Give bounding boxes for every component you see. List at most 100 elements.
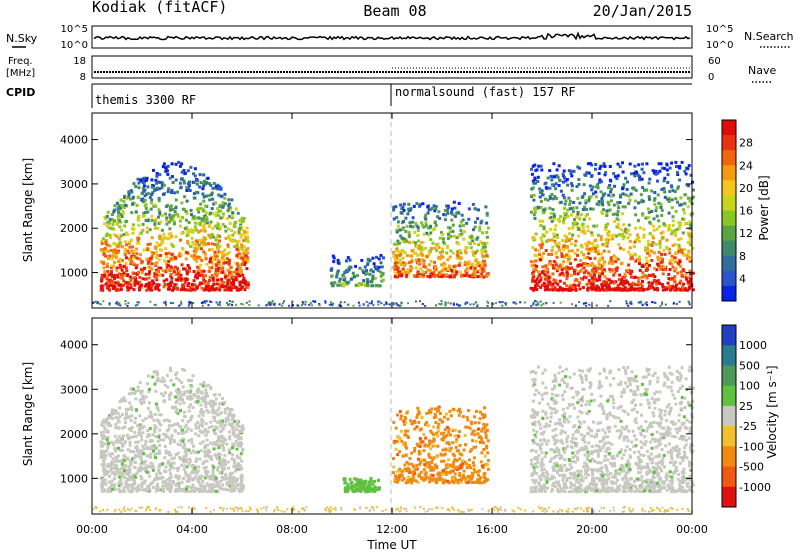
echo-cell	[245, 226, 249, 230]
noise-cell	[476, 303, 479, 306]
echo-cell	[143, 284, 147, 288]
echo-cell	[572, 283, 576, 287]
echo-cell	[127, 489, 131, 493]
echo-cell	[427, 233, 431, 237]
echo-cell	[155, 406, 159, 410]
echo-cell	[127, 437, 131, 441]
echo-cell	[163, 479, 167, 483]
echo-cell	[195, 260, 199, 264]
echo-cell	[589, 207, 593, 211]
echo-cell	[630, 255, 634, 259]
echo-cell	[200, 258, 204, 262]
echo-cell	[359, 480, 363, 484]
echo-cell	[139, 465, 143, 469]
echo-cell	[424, 271, 428, 274]
echo-cell	[168, 215, 172, 219]
echo-cell	[164, 169, 168, 173]
echo-cell	[118, 415, 122, 419]
echo-cell	[137, 389, 141, 392]
echo-cell	[132, 288, 136, 292]
echo-cell	[162, 432, 166, 436]
echo-cell	[201, 399, 205, 403]
noise-cell	[304, 303, 307, 306]
echo-cell	[532, 193, 536, 197]
echo-cell	[661, 268, 665, 272]
echo-cell	[671, 219, 675, 223]
echo-cell	[333, 281, 337, 285]
echo-cell	[172, 461, 176, 465]
echo-cell	[124, 266, 128, 270]
echo-cell	[460, 213, 464, 217]
echo-cell	[110, 264, 114, 268]
echo-cell	[647, 281, 651, 285]
echo-cell	[597, 172, 601, 175]
echo-cell	[410, 249, 414, 253]
echo-cell	[602, 268, 606, 272]
echo-cell	[539, 285, 543, 289]
echo-cell	[150, 267, 154, 271]
echo-cell	[147, 287, 151, 291]
echo-cell	[145, 283, 148, 286]
echo-cell	[549, 227, 553, 231]
echo-cell	[585, 247, 589, 251]
echo-cell	[537, 164, 541, 168]
echo-cell	[674, 260, 678, 264]
noise-cell	[421, 303, 424, 305]
echo-cell	[219, 251, 223, 255]
echo-cell	[210, 191, 214, 195]
echo-cell	[170, 434, 174, 437]
echo-cell	[198, 429, 202, 433]
noise-cell	[539, 300, 542, 303]
echo-cell	[210, 207, 214, 211]
echo-cell	[616, 174, 620, 178]
echo-cell	[202, 222, 206, 226]
echo-cell	[547, 288, 551, 292]
echo-cell	[156, 439, 160, 443]
echo-cell	[202, 269, 206, 273]
echo-cell	[610, 268, 614, 272]
echo-cell	[191, 483, 195, 487]
echo-cell	[474, 251, 477, 255]
echo-cell	[162, 279, 166, 283]
echo-cell	[157, 465, 161, 469]
colorbar-swatch	[722, 240, 736, 257]
echo-cell	[633, 240, 637, 244]
echo-cell	[228, 484, 232, 488]
echo-cell	[397, 270, 401, 274]
echo-cell	[536, 270, 540, 274]
echo-cell	[221, 222, 225, 226]
echo-cell	[560, 268, 564, 272]
echo-cell	[151, 191, 155, 195]
echo-cell	[118, 241, 122, 245]
echo-cell	[396, 249, 400, 253]
echo-cell	[638, 262, 641, 265]
echo-cell	[168, 213, 172, 217]
echo-cell	[240, 459, 244, 463]
echo-cell	[679, 288, 683, 292]
noise-cell	[678, 300, 681, 303]
echo-cell	[576, 253, 580, 257]
echo-cell	[156, 468, 160, 472]
echo-cell	[652, 198, 656, 202]
echo-cell	[215, 457, 219, 461]
echo-cell	[140, 271, 144, 275]
echo-cell	[157, 471, 161, 474]
echo-cell	[166, 237, 170, 241]
echo-cell	[166, 190, 170, 194]
echo-cell	[357, 486, 361, 490]
echo-cell	[187, 477, 191, 481]
echo-cell	[456, 250, 460, 254]
echo-cell	[648, 177, 652, 181]
echo-cell	[676, 237, 680, 241]
echo-cell	[446, 211, 450, 215]
echo-cell	[150, 250, 154, 254]
echo-cell	[120, 277, 124, 281]
echo-cell	[481, 245, 485, 249]
echo-cell	[467, 207, 471, 211]
echo-cell	[157, 378, 161, 382]
echo-cell	[647, 215, 651, 219]
echo-cell	[118, 406, 122, 410]
echo-cell	[173, 256, 177, 259]
echo-cell	[123, 248, 127, 251]
echo-cell	[134, 440, 138, 444]
